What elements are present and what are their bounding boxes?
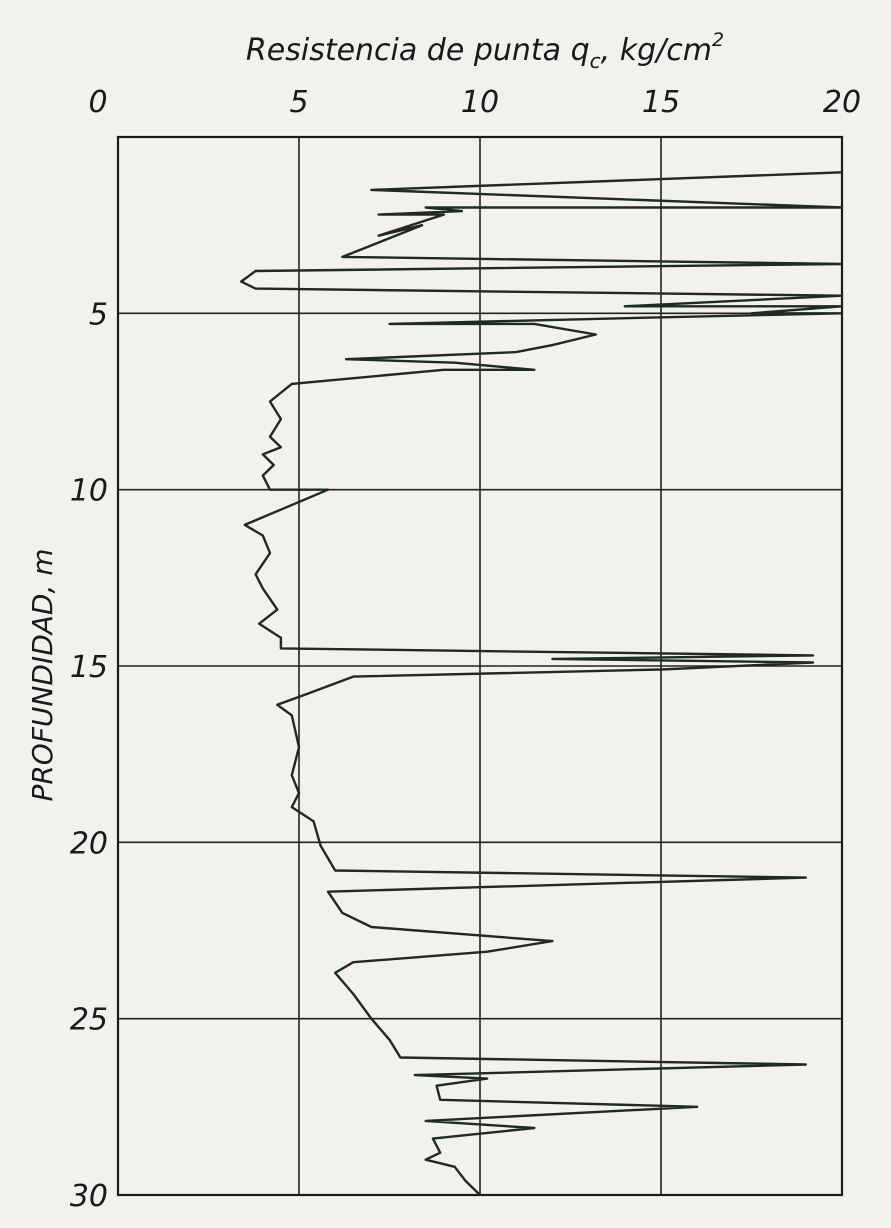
chart-title-unit-exponent: 2 xyxy=(712,29,724,51)
grid-lines xyxy=(118,137,842,1195)
chart-title-subscript: c xyxy=(590,49,601,73)
y-tick-label-15: 15 xyxy=(70,650,108,685)
series-line-qc xyxy=(239,171,844,1196)
y-axis-label: PROFUNDIDAD, m xyxy=(26,548,59,801)
y-tick-label-25: 25 xyxy=(70,1003,108,1038)
x-tick-label-10: 10 xyxy=(461,85,499,120)
x-tick-label-0: 0 xyxy=(88,85,107,120)
y-tick-label-30: 30 xyxy=(70,1179,108,1214)
x-tick-labels: 0 5 10 15 20 xyxy=(88,85,861,120)
y-tick-label-5: 5 xyxy=(89,297,108,332)
x-tick-label-20: 20 xyxy=(823,85,861,120)
chart-title-unit: , kg/cm xyxy=(601,33,712,68)
chart-title-main: Resistencia de punta q xyxy=(246,33,590,68)
y-tick-label-10: 10 xyxy=(70,474,108,509)
y-tick-labels: 5 10 15 20 25 30 xyxy=(70,297,108,1214)
chart-title: Resistencia de punta qc, kg/cm2 xyxy=(246,29,724,73)
x-tick-label-15: 15 xyxy=(642,85,680,120)
x-tick-label-5: 5 xyxy=(289,85,308,120)
y-tick-label-20: 20 xyxy=(70,826,108,861)
